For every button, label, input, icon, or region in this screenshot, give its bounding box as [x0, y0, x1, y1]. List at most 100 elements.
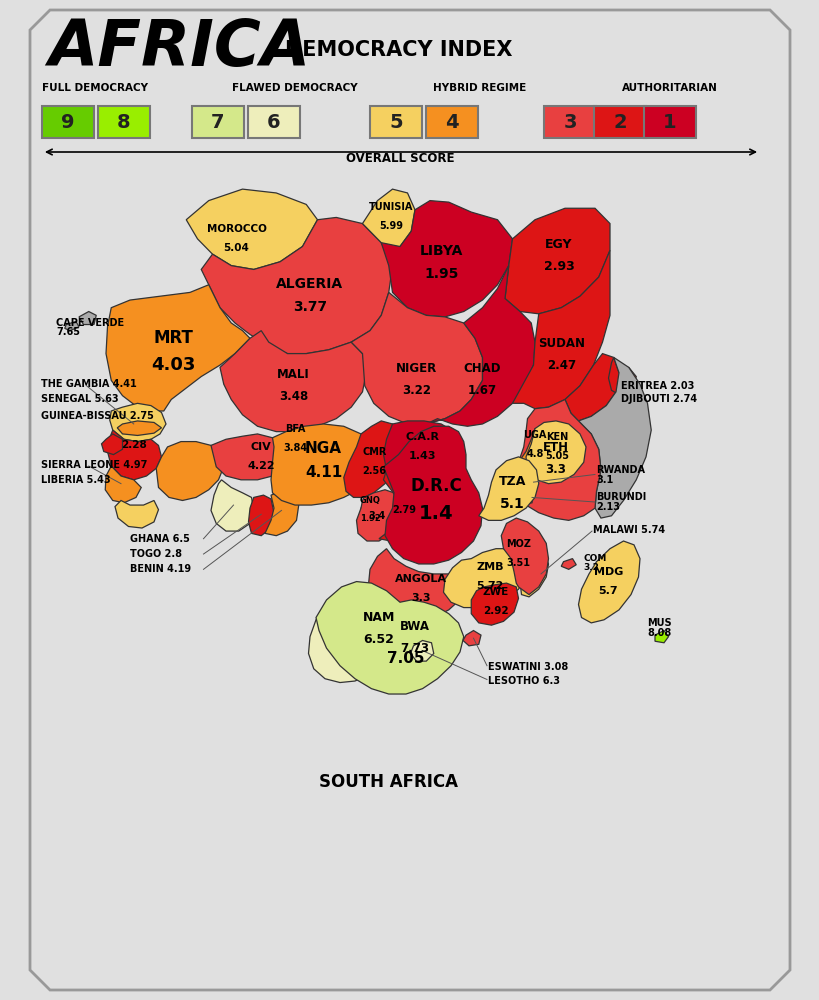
Text: CMR: CMR — [362, 447, 387, 457]
Text: ETH: ETH — [542, 441, 568, 454]
Polygon shape — [106, 285, 250, 411]
Text: 1.92: 1.92 — [360, 514, 380, 523]
Text: LIBYA: LIBYA — [419, 244, 463, 258]
Bar — [426, 106, 477, 138]
Text: NAM: NAM — [362, 611, 395, 624]
Text: 5.7: 5.7 — [598, 586, 618, 596]
Text: DJIBOUTI 2.74: DJIBOUTI 2.74 — [621, 394, 696, 404]
Text: 7.65: 7.65 — [57, 327, 80, 337]
Polygon shape — [110, 403, 165, 442]
Text: FULL DEMOCRACY: FULL DEMOCRACY — [42, 83, 147, 93]
Text: 6.52: 6.52 — [363, 633, 394, 646]
Text: 3.22: 3.22 — [401, 384, 431, 397]
Bar — [593, 106, 645, 138]
Polygon shape — [410, 640, 433, 661]
Text: ZMB: ZMB — [476, 562, 503, 572]
Text: CAPE VERDE: CAPE VERDE — [57, 318, 124, 328]
Polygon shape — [65, 321, 79, 331]
Text: 1.4: 1.4 — [419, 504, 453, 523]
Polygon shape — [463, 631, 481, 646]
Text: 5.72: 5.72 — [476, 581, 503, 591]
Text: RWANDA: RWANDA — [595, 465, 645, 475]
Text: BENIN 4.19: BENIN 4.19 — [130, 564, 191, 574]
Polygon shape — [512, 250, 609, 409]
Text: 3.48: 3.48 — [278, 390, 308, 403]
Polygon shape — [505, 208, 609, 314]
Text: 2.28: 2.28 — [121, 440, 147, 450]
Polygon shape — [518, 429, 559, 478]
Text: BWA: BWA — [400, 620, 429, 633]
Text: 8: 8 — [117, 112, 131, 131]
Polygon shape — [383, 426, 482, 564]
Text: 3.3: 3.3 — [545, 463, 566, 476]
Polygon shape — [248, 495, 274, 536]
Text: ANGOLA: ANGOLA — [395, 574, 446, 584]
Bar — [369, 106, 422, 138]
Text: TOGO 2.8: TOGO 2.8 — [130, 549, 182, 559]
Text: 2.47: 2.47 — [546, 359, 575, 372]
Text: ESWATINI 3.08: ESWATINI 3.08 — [488, 662, 568, 672]
Text: 4.22: 4.22 — [247, 461, 274, 471]
Text: BURUNDI: BURUNDI — [595, 492, 646, 502]
Text: 8.08: 8.08 — [647, 628, 671, 638]
Polygon shape — [107, 430, 161, 480]
Polygon shape — [102, 434, 122, 455]
Text: 3.77: 3.77 — [292, 300, 327, 314]
Polygon shape — [516, 399, 600, 520]
Polygon shape — [525, 421, 586, 484]
Polygon shape — [560, 559, 576, 569]
Text: 4.03: 4.03 — [152, 356, 196, 374]
Bar — [247, 106, 300, 138]
Text: LIBERIA 5.43: LIBERIA 5.43 — [42, 475, 111, 485]
Text: CIV: CIV — [251, 442, 271, 452]
Text: SOUTH AFRICA: SOUTH AFRICA — [319, 773, 458, 791]
Text: MUS: MUS — [647, 618, 672, 628]
Text: 5: 5 — [389, 112, 402, 131]
Text: HYBRID REGIME: HYBRID REGIME — [433, 83, 526, 93]
Text: MRT: MRT — [153, 329, 193, 347]
Text: 1.95: 1.95 — [423, 267, 458, 281]
Text: D.R.C: D.R.C — [410, 477, 461, 495]
Polygon shape — [308, 583, 388, 683]
Polygon shape — [426, 266, 534, 426]
Text: MOROCCO: MOROCCO — [206, 224, 266, 234]
Text: DEMOCRACY INDEX: DEMOCRACY INDEX — [285, 40, 512, 60]
Text: 4.11: 4.11 — [305, 465, 342, 480]
Text: 7: 7 — [211, 112, 224, 131]
Text: SUDAN: SUDAN — [537, 337, 584, 350]
Polygon shape — [564, 354, 618, 421]
Polygon shape — [117, 421, 161, 435]
Text: MOZ: MOZ — [505, 539, 531, 549]
Polygon shape — [378, 470, 422, 541]
Text: GHANA 6.5: GHANA 6.5 — [130, 534, 190, 544]
Polygon shape — [105, 466, 141, 503]
Bar — [643, 106, 695, 138]
Polygon shape — [500, 518, 548, 595]
Polygon shape — [115, 500, 158, 528]
Text: 3.1: 3.1 — [595, 475, 613, 485]
Text: THE GAMBIA 4.41: THE GAMBIA 4.41 — [42, 379, 137, 389]
Polygon shape — [513, 490, 533, 505]
Text: 7.05: 7.05 — [387, 651, 424, 666]
Text: 1.67: 1.67 — [468, 384, 496, 397]
Text: 3.3: 3.3 — [411, 593, 430, 603]
Text: 2: 2 — [613, 112, 626, 131]
Text: GNQ: GNQ — [359, 496, 380, 505]
Polygon shape — [471, 583, 518, 625]
Polygon shape — [30, 10, 789, 990]
Polygon shape — [270, 424, 376, 505]
Text: 6: 6 — [267, 112, 280, 131]
Text: 5.04: 5.04 — [224, 243, 249, 253]
Polygon shape — [368, 549, 474, 621]
Text: AFRICA: AFRICA — [48, 17, 310, 79]
Text: NGA: NGA — [305, 441, 342, 456]
Text: NIGER: NIGER — [396, 362, 437, 375]
Text: MALI: MALI — [277, 368, 310, 381]
Polygon shape — [356, 490, 400, 541]
Text: SENEGAL 5.63: SENEGAL 5.63 — [42, 394, 119, 404]
Polygon shape — [186, 189, 317, 269]
Text: TZA: TZA — [498, 475, 526, 488]
Polygon shape — [514, 474, 533, 490]
Text: ALGERIA: ALGERIA — [276, 277, 343, 291]
Polygon shape — [156, 442, 224, 500]
